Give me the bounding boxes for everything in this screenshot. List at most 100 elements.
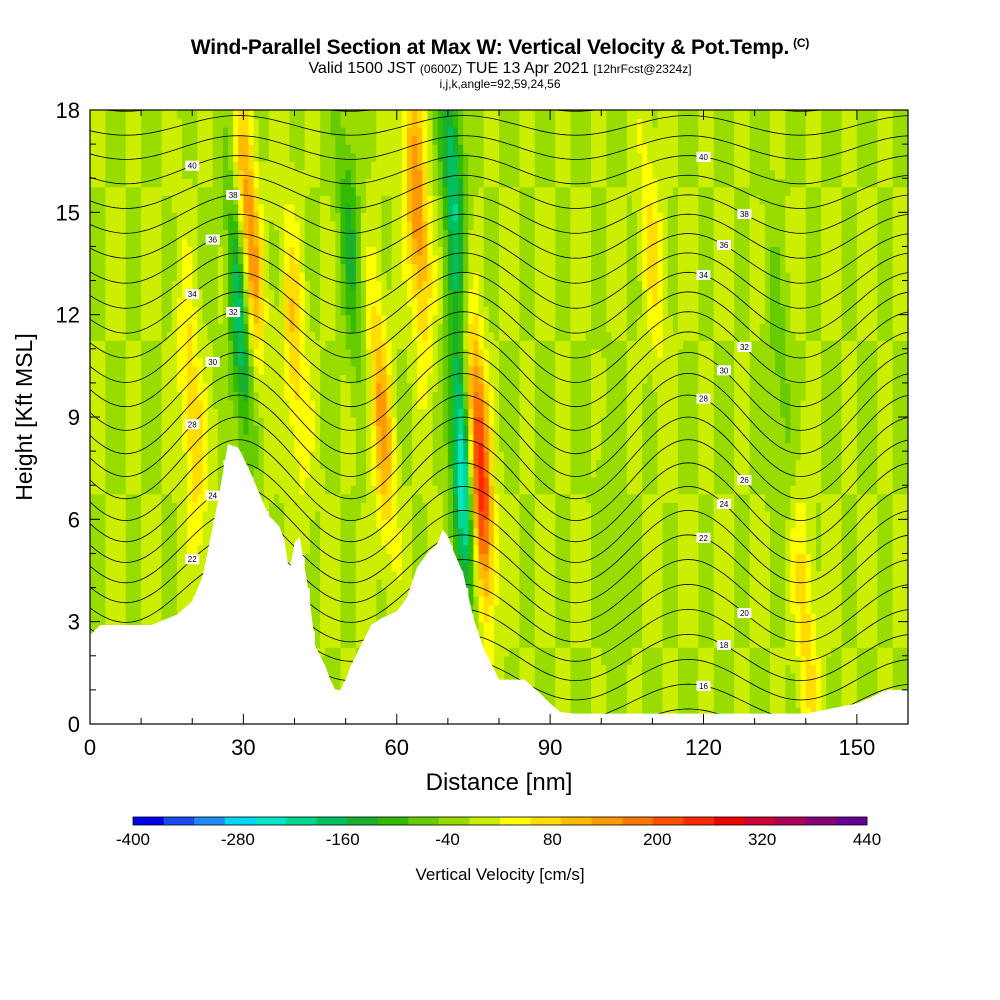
velocity-cell (478, 596, 485, 606)
velocity-cell (130, 110, 137, 120)
velocity-cell (504, 459, 510, 469)
velocity-cell (519, 374, 526, 384)
velocity-cell (350, 272, 357, 282)
velocity-cell (115, 553, 122, 563)
velocity-cell (504, 212, 510, 222)
velocity-cell (233, 169, 239, 179)
velocity-cell (304, 493, 311, 503)
velocity-cell (355, 135, 362, 145)
velocity-cell (212, 169, 219, 179)
velocity-cell (151, 280, 158, 290)
velocity-cell (381, 289, 388, 299)
velocity-cell (253, 425, 260, 435)
velocity-cell (161, 246, 168, 256)
velocity-cell (222, 229, 229, 239)
velocity-cell (182, 272, 188, 282)
velocity-cell (437, 451, 444, 461)
velocity-cell (279, 425, 285, 435)
velocity-cell (238, 365, 244, 375)
velocity-cell (253, 246, 260, 256)
velocity-cell (401, 348, 408, 358)
velocity-cell (268, 442, 275, 452)
velocity-cell (320, 127, 326, 137)
velocity-cell (519, 502, 526, 512)
velocity-cell (345, 263, 352, 273)
velocity-cell (529, 681, 536, 691)
velocity-cell (100, 323, 106, 333)
velocity-cell (110, 237, 117, 248)
velocity-cell (519, 212, 526, 222)
velocity-cell (447, 527, 454, 537)
velocity-cell (289, 272, 296, 282)
velocity-cell (473, 476, 480, 486)
velocity-cell (499, 672, 505, 682)
velocity-cell (299, 493, 306, 503)
velocity-cell (345, 229, 352, 239)
velocity-cell (396, 493, 403, 503)
velocity-cell (228, 382, 234, 393)
velocity-cell (156, 365, 163, 375)
velocity-cell (146, 544, 152, 555)
velocity-cell (330, 203, 336, 213)
velocity-cell (289, 254, 296, 265)
velocity-cell (217, 246, 224, 256)
velocity-cell (314, 579, 321, 589)
velocity-cell (355, 510, 362, 520)
velocity-cell (499, 391, 505, 401)
velocity-cell (274, 203, 280, 213)
velocity-cell (171, 323, 178, 333)
velocity-cell (504, 434, 510, 444)
velocity-cell (274, 314, 280, 324)
velocity-cell (473, 382, 480, 393)
velocity-cell (422, 451, 429, 461)
velocity-cell (314, 348, 321, 358)
velocity-cell (335, 289, 342, 299)
velocity-cell (166, 519, 173, 529)
velocity-cell (314, 161, 321, 171)
velocity-cell (156, 527, 163, 537)
velocity-cell (458, 391, 464, 401)
velocity-cell (95, 382, 101, 393)
velocity-cell (406, 229, 413, 239)
velocity-cell (493, 203, 500, 213)
velocity-cell (463, 374, 469, 384)
velocity-cell (417, 331, 423, 341)
velocity-cell (504, 672, 510, 682)
velocity-cell (299, 229, 306, 239)
velocity-cell (360, 110, 367, 120)
velocity-cell (222, 178, 229, 188)
velocity-cell (376, 485, 383, 495)
velocity-cell (447, 195, 454, 205)
velocity-cell (263, 485, 270, 495)
velocity-cell (207, 485, 214, 495)
velocity-cell (396, 459, 403, 469)
velocity-cell (192, 237, 198, 248)
velocity-cell (355, 596, 362, 606)
velocity-cell (493, 144, 500, 154)
velocity-cell (238, 212, 244, 222)
velocity-cell (406, 408, 413, 418)
velocity-cell (499, 289, 505, 299)
velocity-cell (156, 195, 163, 205)
velocity-cell (335, 655, 342, 665)
velocity-cell (376, 212, 383, 222)
velocity-cell (391, 340, 398, 350)
velocity-cell (90, 621, 96, 631)
velocity-cell (233, 110, 239, 120)
velocity-cell (437, 272, 444, 282)
velocity-cell (452, 331, 459, 341)
velocity-cell (151, 272, 158, 282)
velocity-cell (156, 587, 163, 597)
velocity-cell (524, 135, 531, 145)
velocity-cell (314, 425, 321, 435)
velocity-cell (376, 502, 383, 512)
velocity-cell (207, 220, 214, 230)
velocity-cell (95, 340, 101, 350)
velocity-cell (325, 340, 331, 350)
velocity-cell (406, 161, 413, 171)
velocity-cell (161, 280, 168, 290)
velocity-cell (171, 468, 178, 478)
velocity-cell (442, 314, 449, 324)
velocity-cell (187, 570, 193, 580)
velocity-cell (314, 613, 321, 623)
